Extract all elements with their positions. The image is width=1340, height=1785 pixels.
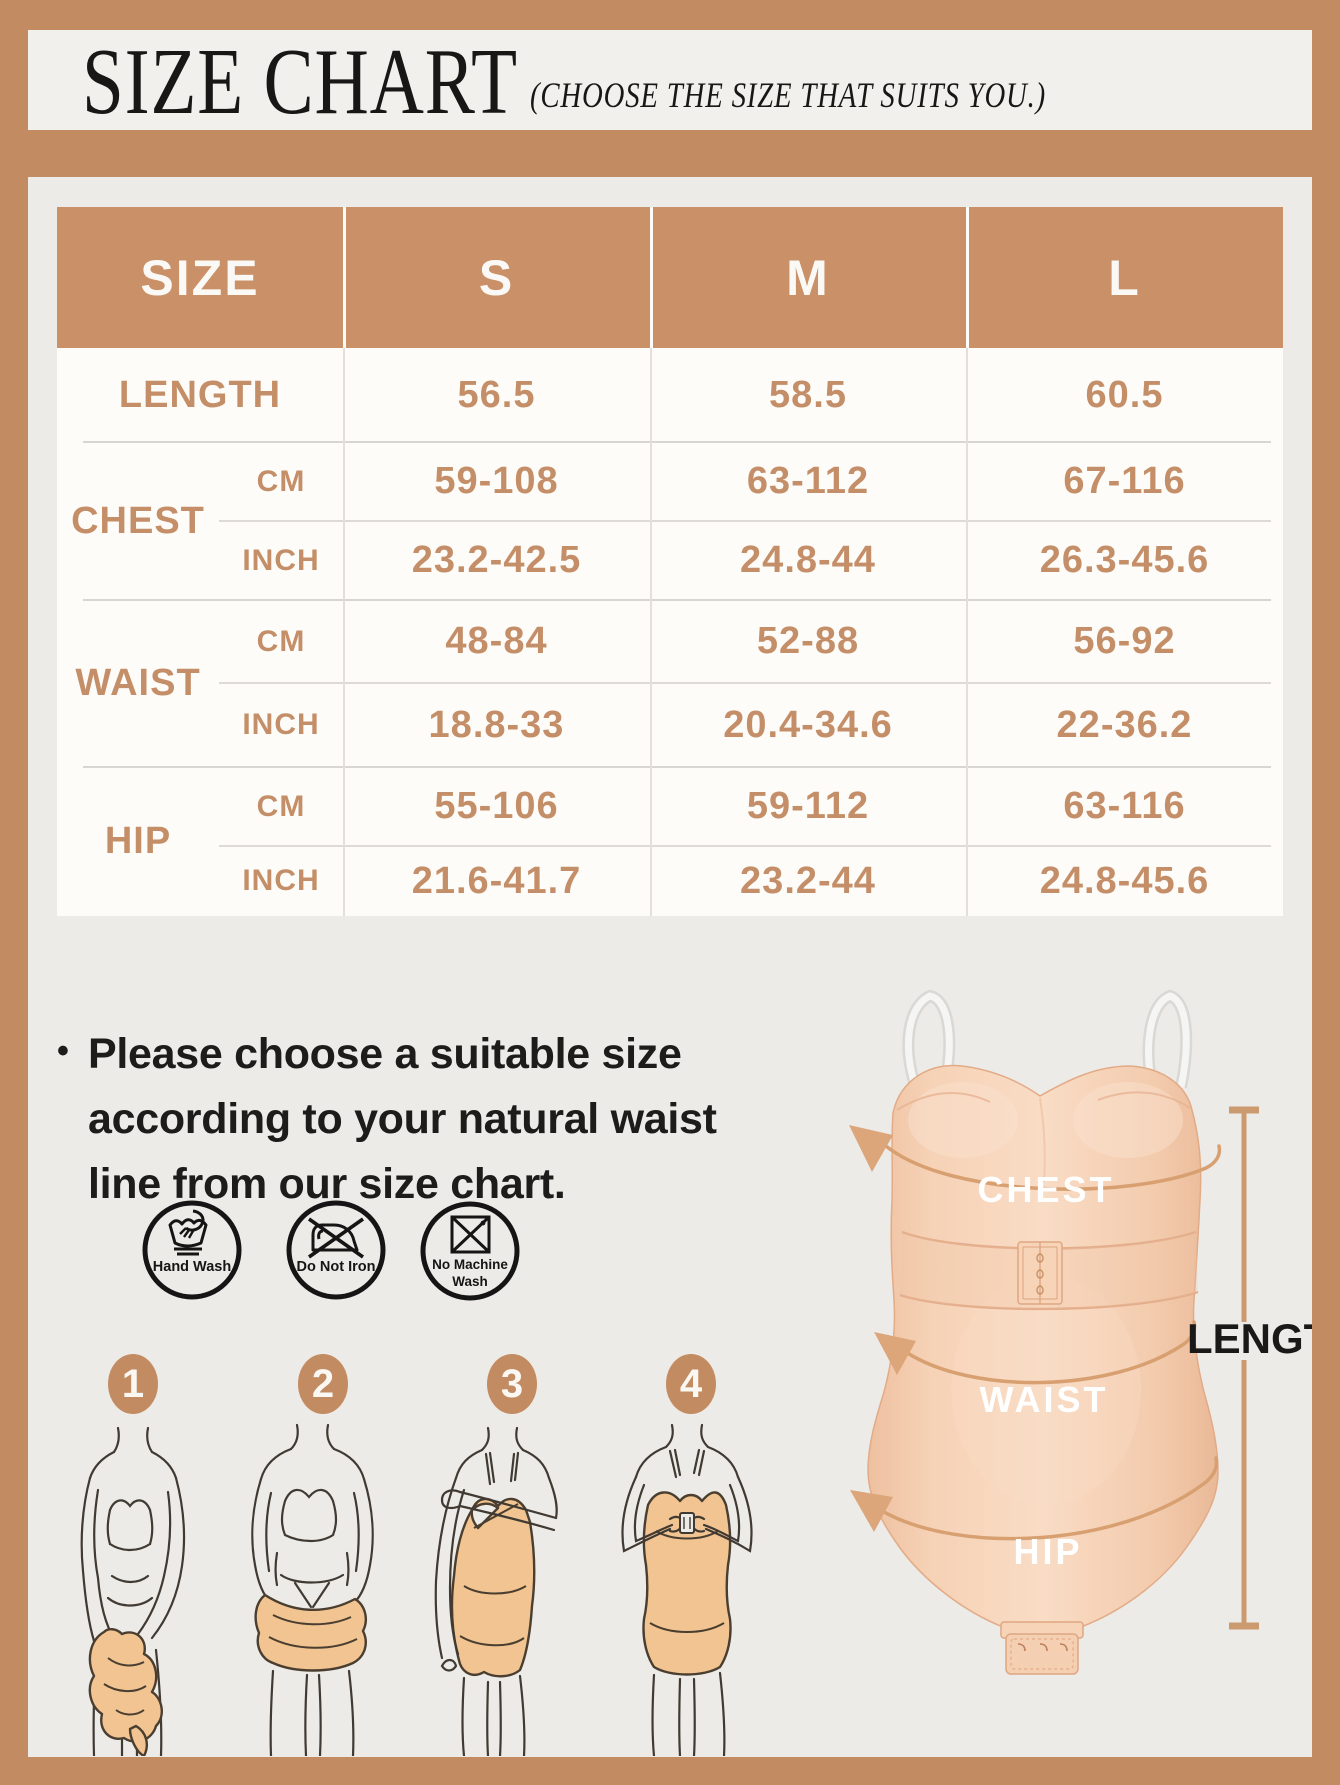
waist-unit-cm: CM (256, 624, 306, 658)
do-not-iron-icon (286, 1200, 386, 1300)
size-table: SIZE S M L LENGTH 56.5 58.5 60.5 CHEST C… (57, 207, 1283, 916)
measurement-arrows (882, 1144, 1222, 1541)
page-title: SIZE CHART (82, 30, 518, 134)
waist-inch-l: 22-36.2 (1056, 703, 1193, 746)
subrow-divider (219, 682, 1271, 684)
care-icon-hand-wash: Hand Wash (140, 1198, 244, 1302)
hip-arrowhead-icon (850, 1490, 893, 1532)
step-badge-2: 2 (298, 1354, 348, 1414)
hip-arrow-arc (882, 1456, 1219, 1541)
step-figure-2 (251, 1423, 374, 1756)
waist-label: WAIST (980, 1379, 1109, 1420)
hip-inch-l: 24.8-45.6 (1039, 859, 1210, 902)
hip-unit-inch: INCH (242, 864, 320, 897)
care-label-line2: Wash (452, 1274, 488, 1289)
bodysuit-straps (902, 989, 1193, 1090)
chest-arrow-arc (884, 1144, 1222, 1191)
row-label-hip: HIP (104, 820, 172, 862)
note-line-2: according to your natural waist (88, 1095, 717, 1143)
row-divider (83, 766, 1271, 768)
care-label: Do Not Iron (297, 1259, 376, 1275)
step-figure-4 (621, 1423, 753, 1756)
waist-arrow-arc (904, 1320, 1197, 1385)
length-measure-line (1229, 1106, 1259, 1630)
note-bullet: • (57, 1032, 69, 1070)
row-label-waist: WAIST (75, 662, 201, 704)
chest-inch-s: 23.2-42.5 (411, 539, 582, 581)
hip-unit-cm: CM (256, 789, 306, 823)
row-label-chest: CHEST (71, 499, 205, 542)
chest-cm-s: 59-108 (434, 460, 559, 502)
chest-cm-l: 67-116 (1063, 460, 1186, 502)
table-header-m: M (650, 207, 966, 348)
chest-inch-m: 24.8-44 (740, 539, 876, 581)
no-machine-wash-icon (420, 1201, 520, 1301)
row-divider (83, 599, 1271, 601)
hip-label: HIP (1013, 1531, 1082, 1572)
hip-cm-l: 63-116 (1063, 785, 1186, 827)
care-icon-no-machine-wash: No Machine Wash (418, 1199, 522, 1303)
header-divider (966, 207, 969, 348)
waist-unit-inch: INCH (242, 708, 320, 741)
step-figure-1 (80, 1426, 186, 1756)
column-divider (343, 348, 345, 916)
table-header-s: S (343, 207, 650, 348)
arrowheads (849, 1125, 916, 1532)
waist-cm-m: 52-88 (756, 620, 860, 662)
chest-unit-cm: CM (256, 464, 306, 498)
chest-cm-m: 63-112 (746, 460, 870, 502)
hip-inch-m: 23.2-44 (740, 859, 876, 902)
header-divider (650, 207, 653, 348)
waist-arrowhead-icon (874, 1332, 916, 1375)
subrow-divider (219, 520, 1271, 522)
header-divider (343, 207, 346, 348)
care-icon-do-not-iron: Do Not Iron (284, 1198, 388, 1302)
column-divider (966, 348, 968, 916)
chest-unit-inch: INCH (242, 543, 320, 577)
length-l: 60.5 (1085, 373, 1164, 416)
chest-arrowhead-icon (849, 1125, 893, 1172)
waist-inch-s: 18.8-33 (428, 703, 565, 746)
step-badge-1: 1 (108, 1354, 158, 1414)
hip-cm-m: 59-112 (746, 785, 870, 827)
waist-inch-m: 20.4-34.6 (723, 703, 893, 746)
hand-wash-icon (142, 1200, 242, 1300)
step-badge-3: 3 (487, 1354, 537, 1414)
care-label: Hand Wash (153, 1259, 231, 1275)
table-header-l: L (966, 207, 1283, 348)
chest-inch-l: 26.3-45.6 (1039, 539, 1210, 581)
subrow-divider (219, 845, 1271, 847)
row-label-length: LENGTH (118, 373, 282, 416)
hip-inch-s: 21.6-41.7 (411, 859, 582, 902)
header: SIZE CHART (CHOOSE THE SIZE THAT SUITS Y… (28, 30, 1312, 134)
step-figure-3 (434, 1426, 558, 1756)
waist-cm-s: 48-84 (445, 620, 548, 662)
page-subtitle: (CHOOSE THE SIZE THAT SUITS YOU.) (530, 75, 1047, 115)
size-note: Please choose a suitable size according … (88, 1022, 788, 1217)
hip-cm-s: 55-106 (434, 785, 559, 827)
table-header-size: SIZE (57, 207, 343, 348)
care-label-line1: No Machine (432, 1257, 508, 1272)
length-m: 58.5 (769, 373, 847, 416)
row-divider (83, 441, 1271, 443)
column-divider (650, 348, 652, 916)
length-label: LENGTH (1187, 1315, 1312, 1362)
note-line-1: Please choose a suitable size (88, 1030, 682, 1078)
note-line-3: line from our size chart. (88, 1160, 566, 1208)
bodysuit-diagram: CHEST WAIST HIP LENGTH (849, 989, 1312, 1675)
bodysuit-illustration (867, 1064, 1219, 1675)
chest-label: CHEST (977, 1169, 1114, 1210)
waist-cm-l: 56-92 (1073, 620, 1176, 662)
step-badge-4: 4 (666, 1354, 716, 1414)
length-s: 56.5 (457, 373, 536, 416)
